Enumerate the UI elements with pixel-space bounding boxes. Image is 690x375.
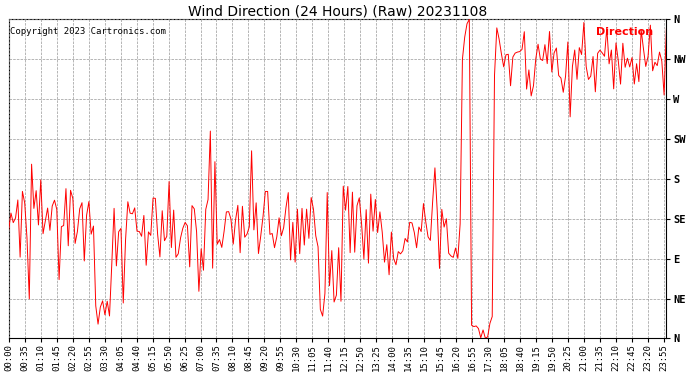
Text: Direction: Direction bbox=[596, 27, 653, 37]
Title: Wind Direction (24 Hours) (Raw) 20231108: Wind Direction (24 Hours) (Raw) 20231108 bbox=[188, 4, 487, 18]
Text: Copyright 2023 Cartronics.com: Copyright 2023 Cartronics.com bbox=[10, 27, 166, 36]
